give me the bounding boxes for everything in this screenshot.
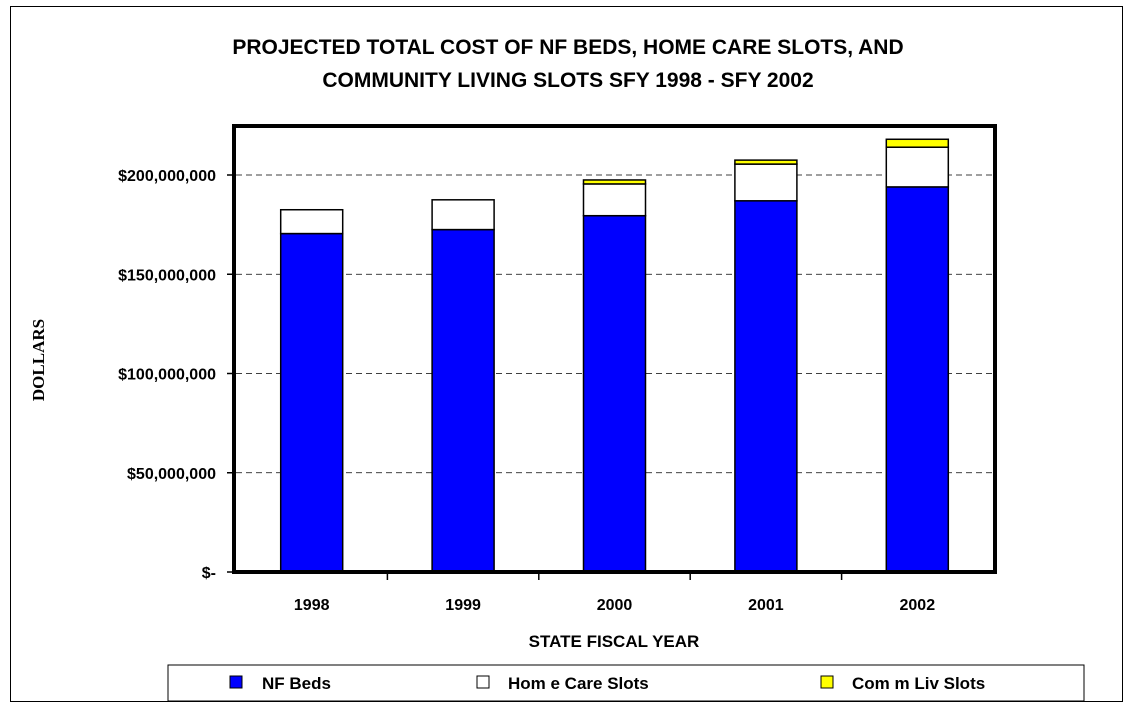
bar-comm-liv-slots-2001 [734, 159, 798, 165]
x-tick-label: 1999 [445, 597, 481, 614]
y-axis-ticks: $- $50,000,000 $100,000,000 $150,000,000 $20… [118, 168, 236, 582]
legend-swatch-comm-liv-slots [820, 675, 834, 689]
plot-area-border [232, 124, 997, 574]
bars [279, 138, 950, 573]
x-tick-label: 1998 [294, 597, 330, 614]
bar-nf-beds-2000 [582, 214, 647, 573]
bar-comm-liv-slots-2000 [582, 179, 647, 185]
y-axis-label: DOLLARS [29, 319, 48, 401]
gridlines [236, 174, 993, 474]
x-tick-label: 2002 [900, 597, 936, 614]
legend-label-home-care-slots: Hom e Care Slots [508, 674, 649, 693]
bar-comm-liv-slots-2002 [885, 138, 950, 148]
y-tick-label: $50,000,000 [127, 466, 216, 483]
y-tick-label: $200,000,000 [118, 168, 216, 185]
chart-title-line-2: COMMUNITY LIVING SLOTS SFY 1998 - SFY 20… [322, 69, 813, 92]
legend-label-nf-beds: NF Beds [262, 674, 331, 693]
x-tick-label: 2000 [597, 597, 633, 614]
bar-home-care-slots-2002 [885, 146, 950, 188]
x-tick-label: 2001 [748, 597, 784, 614]
bar-nf-beds-1998 [279, 232, 344, 573]
chart-title: PROJECTED TOTAL COST OF NF BEDS, HOME CA… [232, 36, 903, 92]
bar-home-care-slots-2000 [582, 183, 647, 217]
chart-title-line-1: PROJECTED TOTAL COST OF NF BEDS, HOME CA… [232, 36, 903, 59]
y-tick-label: $150,000,000 [118, 267, 216, 284]
x-axis-label: STATE FISCAL YEAR [529, 632, 700, 651]
x-axis-ticks: 1998 1999 2000 2001 2002 [294, 572, 935, 614]
y-tick-label: $- [202, 565, 216, 582]
bar-home-care-slots-2001 [734, 163, 798, 202]
bar-nf-beds-1999 [431, 228, 495, 573]
legend: NF Beds Hom e Care Slots Com m Liv Slots [167, 664, 1085, 702]
legend-swatch-nf-beds [229, 675, 243, 689]
bar-nf-beds-2001 [734, 200, 798, 573]
legend-box [167, 664, 1085, 702]
bar-home-care-slots-1998 [279, 208, 344, 235]
bar-nf-beds-2002 [885, 186, 950, 573]
legend-swatch-home-care-slots [476, 675, 490, 689]
bar-home-care-slots-1999 [431, 199, 495, 231]
y-tick-label: $100,000,000 [118, 367, 216, 384]
legend-label-comm-liv-slots: Com m Liv Slots [852, 674, 985, 693]
